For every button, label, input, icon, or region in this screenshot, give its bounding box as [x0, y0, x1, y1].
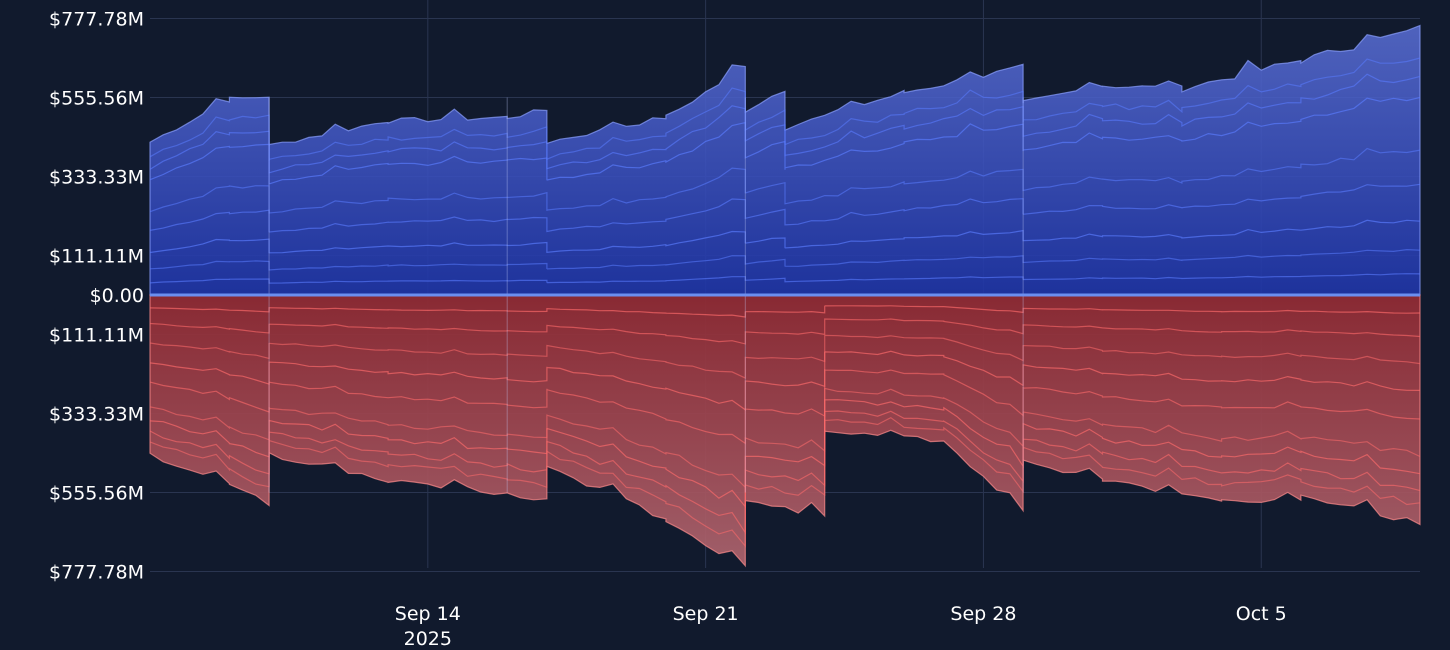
positive-series-line: [149, 73, 1421, 174]
y-tick-label: $777.78M: [49, 9, 144, 31]
axis-layer: $777.78M $555.56M $333.33M $111.11M $0.00 $11…: [49, 9, 1287, 650]
x-tick-label: Sep 14: [395, 603, 461, 625]
positive-series-line: [149, 219, 1421, 254]
negative-series-line: [149, 334, 1421, 379]
y-tick-label: $111.11M: [49, 246, 144, 268]
y-tick-label: $111.11M: [49, 324, 144, 346]
x-tick-label: Oct 5: [1236, 603, 1287, 625]
y-tick-label: $333.33M: [49, 167, 144, 189]
x-tick-label: Sep 21: [673, 603, 739, 625]
negative-series-line: [149, 387, 1421, 489]
negative-series-line: [149, 318, 1421, 345]
y-tick-label: $333.33M: [49, 403, 144, 425]
negative-series-line: [149, 305, 1421, 318]
y-tick-label: $555.56M: [49, 482, 144, 504]
x-tick-year-label: 2025: [404, 628, 452, 650]
positive-series-line: [149, 273, 1421, 284]
negative-series-line: [149, 369, 1421, 445]
y-tick-label: $555.56M: [49, 88, 144, 110]
negative-series-line: [149, 416, 1421, 548]
y-tick-label: $0.00: [90, 285, 144, 307]
negative-series-line: [149, 350, 1421, 411]
negative-series-line: [149, 399, 1421, 509]
y-tick-label: $777.78M: [49, 561, 144, 583]
positive-series-line: [149, 248, 1421, 271]
negative-area-fill: [149, 294, 1421, 568]
series-lines-layer: [149, 57, 1421, 548]
positive-series-line: [149, 147, 1421, 214]
x-tick-label: Sep 28: [950, 603, 1016, 625]
positive-series-line: [149, 183, 1421, 233]
negative-series-line: [149, 410, 1421, 535]
positive-series-line: [149, 57, 1421, 161]
positive-series-line: [149, 96, 1421, 185]
